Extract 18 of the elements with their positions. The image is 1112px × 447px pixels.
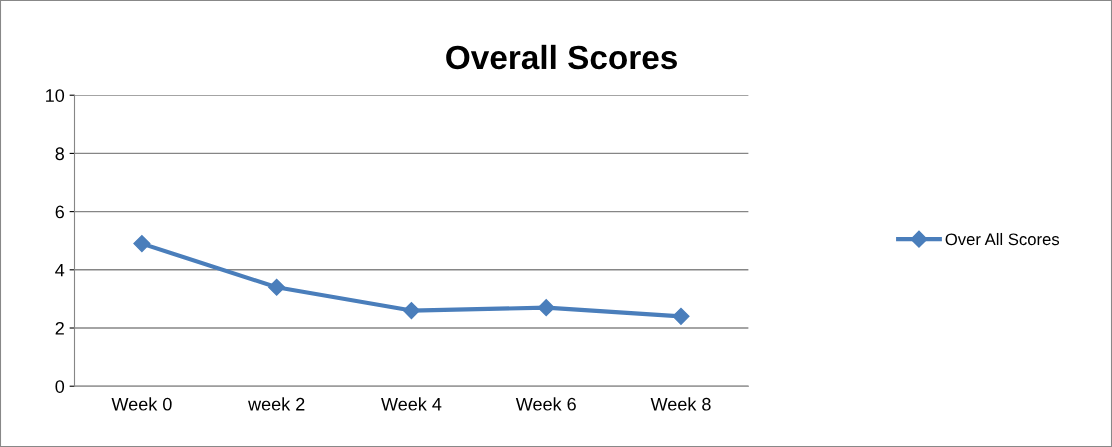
point	[402, 301, 420, 320]
y-tick-label: 10	[46, 89, 65, 102]
point	[672, 307, 690, 325]
x-tick-label: Week 6	[515, 397, 576, 411]
x-tick-label: week 2	[248, 397, 305, 411]
x-tick-label: Week 8	[650, 397, 711, 411]
y-tick-label: 4	[55, 263, 65, 277]
point	[268, 278, 286, 296]
point	[537, 299, 555, 317]
y-tick-label: 2	[55, 321, 64, 335]
x-tick-label: Week 0	[111, 397, 172, 411]
legend-label: Over All Scores	[945, 232, 1060, 246]
point	[133, 235, 151, 253]
x-tick-label: Week 4	[381, 397, 442, 411]
y-tick-label: 8	[55, 147, 64, 161]
y-tick-label: 0	[55, 380, 65, 393]
y-tick-label: 6	[55, 205, 64, 219]
chart-title: Overall Scores	[446, 44, 677, 70]
